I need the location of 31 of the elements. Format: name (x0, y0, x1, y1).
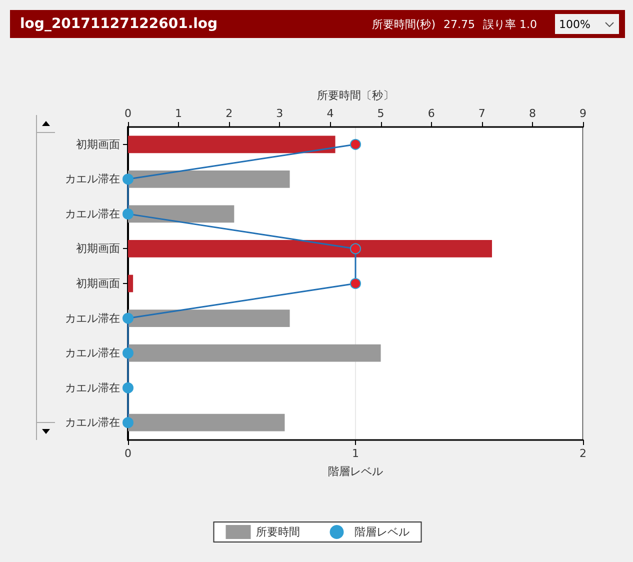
y-tick-label: 初期画面 (76, 277, 120, 290)
x2-tick-label: 3 (276, 107, 284, 120)
y-tick-label: カエル滞在 (65, 346, 120, 360)
y-tick-label: カエル滞在 (65, 381, 120, 394)
x-tick-label: 0 (124, 447, 132, 460)
x2-tick-label: 6 (428, 107, 435, 120)
y-tick-label: カエル滞在 (65, 312, 120, 325)
y-tick-label: 初期画面 (76, 242, 120, 256)
text: 所要時間(秒) (372, 16, 436, 32)
x2-tick-label: 8 (528, 107, 536, 120)
x-tick-label: 1 (352, 447, 359, 460)
x2-axis-title: 所要時間〔秒〕 (317, 89, 394, 102)
y-tick-label: 初期画面 (76, 138, 120, 151)
zoom-dropdown: 100% (555, 14, 619, 34)
y-tick-label: カエル滞在 (65, 416, 120, 430)
x2-tick-label: 7 (478, 107, 486, 120)
x2-tick-label: 1 (175, 107, 182, 120)
x2-tick-label: 0 (124, 107, 132, 120)
text: 誤り率 1.0 (483, 16, 537, 32)
x-axis-title: 階層レベル (328, 465, 383, 478)
chart-title: log_20171127122601.log (20, 16, 218, 32)
x2-tick-label: 5 (377, 107, 384, 120)
x2-tick-label: 9 (580, 107, 586, 120)
legend-label: 所要時間 (256, 526, 300, 538)
legend-label: 階層レベル (354, 526, 410, 538)
x-tick-label: 2 (580, 447, 586, 460)
x2-tick-label: 2 (226, 107, 233, 120)
x2-tick-label: 4 (326, 107, 334, 120)
y-tick-label: カエル滞在 (65, 172, 120, 186)
text: 27.75 (444, 18, 475, 30)
y-tick-label: カエル滞在 (65, 207, 120, 220)
